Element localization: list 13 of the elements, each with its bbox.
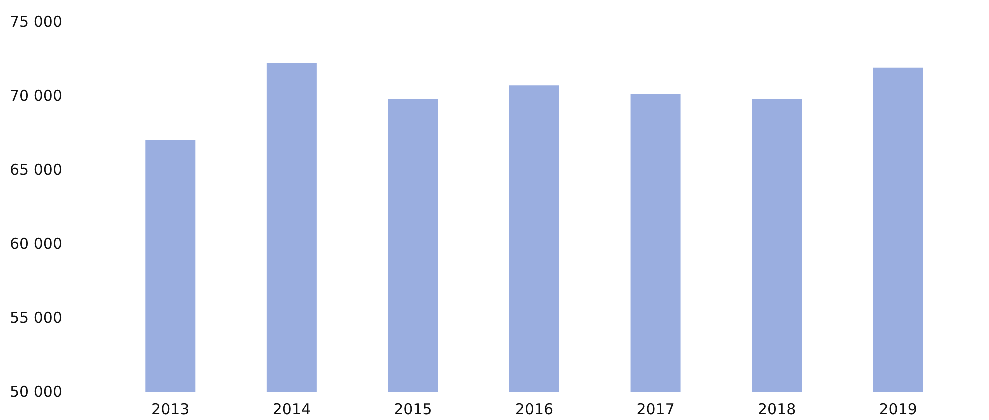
- y-tick-label: 75 000: [10, 13, 62, 31]
- y-tick-label: 50 000: [10, 383, 62, 401]
- x-tick-label: 2018: [758, 400, 796, 418]
- y-tick-label: 60 000: [10, 235, 62, 253]
- x-tick-label: 2016: [515, 400, 554, 418]
- x-tick-label: 2019: [879, 400, 918, 418]
- x-tick-label: 2014: [272, 400, 312, 418]
- x-tick-label: 2017: [636, 400, 675, 418]
- x-tick-label: 2015: [394, 400, 432, 418]
- y-tick-label: 65 000: [10, 161, 62, 179]
- y-tick-label: 55 000: [10, 309, 62, 327]
- y-tick-label: 70 000: [10, 87, 62, 105]
- x-tick-label: 2013: [152, 400, 190, 418]
